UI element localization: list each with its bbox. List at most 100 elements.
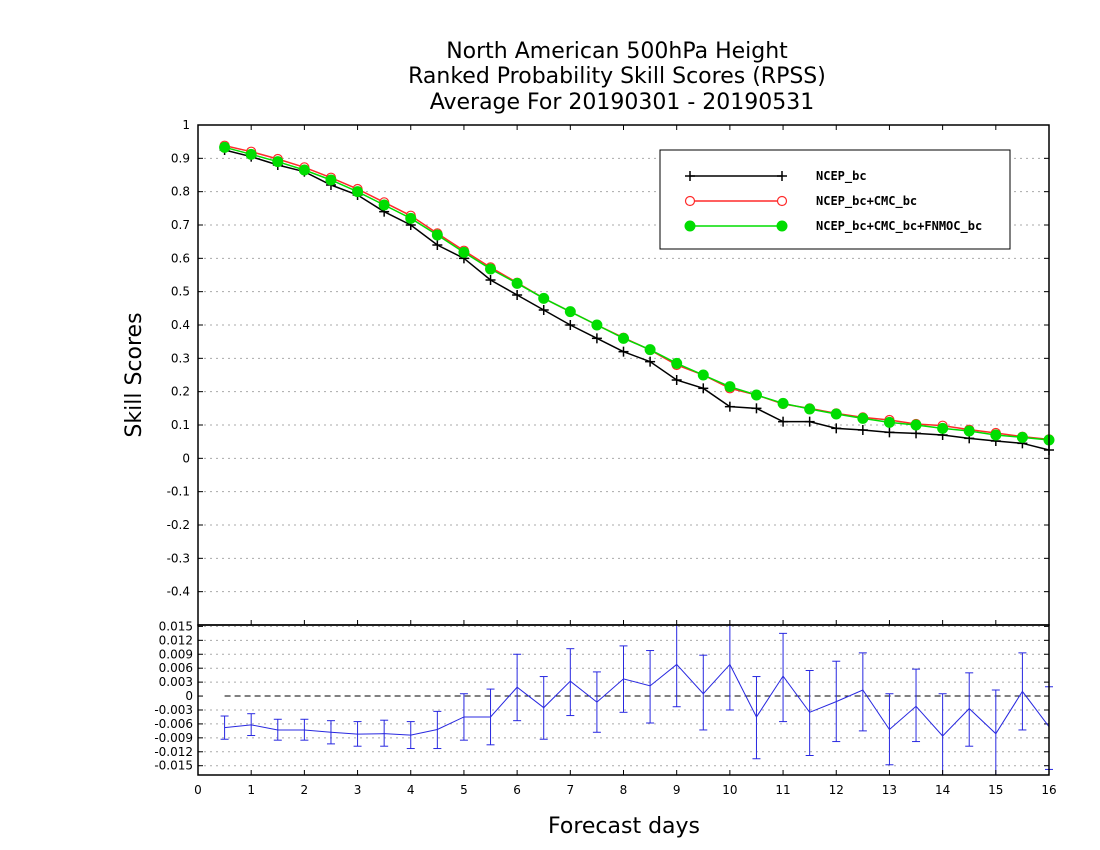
error-bar bbox=[832, 660, 841, 743]
error-bar bbox=[725, 625, 734, 711]
sub-y-tick-label: -0.015 bbox=[154, 759, 193, 773]
data-point-filled-circle bbox=[724, 381, 736, 393]
error-bar bbox=[300, 718, 309, 741]
main-y-tick-label: 0.3 bbox=[171, 351, 190, 365]
error-bar bbox=[592, 671, 601, 733]
sub-y-tick-label: 0.009 bbox=[159, 647, 193, 661]
error-bar bbox=[406, 721, 415, 750]
main-y-tick-labels: 1 0.9 0.8 0.7 0.6 0.5 0.4 0.3 0.2 0.1 0 -0.1 -0.2 -0.… bbox=[167, 118, 190, 599]
y-axis-title: Skill Scores bbox=[122, 312, 147, 437]
data-point-filled-circle bbox=[1016, 431, 1028, 443]
data-point-filled-circle bbox=[830, 408, 842, 420]
data-point-plus bbox=[565, 320, 576, 330]
data-point-filled-circle bbox=[990, 429, 1002, 441]
error-bar bbox=[938, 693, 947, 775]
data-point-filled-circle bbox=[564, 306, 576, 318]
data-point-filled-circle bbox=[245, 148, 257, 160]
error-bar bbox=[619, 645, 628, 713]
x-tick-label: 7 bbox=[566, 783, 574, 797]
difference-series bbox=[220, 625, 1053, 775]
main-y-tick-label: 0.2 bbox=[171, 385, 190, 399]
error-bar bbox=[486, 688, 495, 746]
error-bar bbox=[433, 710, 442, 750]
data-point-filled-circle bbox=[352, 186, 364, 198]
difference-panel-y-tick-labels: 0.0150.0120.0090.0060.0030-0.003-0.006-0… bbox=[154, 619, 193, 772]
main-y-tick-label: 0.5 bbox=[171, 285, 190, 299]
error-bar bbox=[326, 720, 335, 745]
error-bar bbox=[858, 652, 867, 732]
error-bar bbox=[566, 648, 575, 717]
sub-y-tick-label: -0.009 bbox=[154, 731, 193, 745]
error-bar bbox=[991, 689, 1000, 775]
legend-marker bbox=[684, 220, 696, 232]
x-tick-label: 16 bbox=[1041, 783, 1056, 797]
error-bar bbox=[1018, 652, 1027, 731]
sub-y-tick-label: 0.003 bbox=[159, 675, 193, 689]
data-point-plus bbox=[698, 383, 709, 394]
data-point-filled-circle bbox=[671, 357, 683, 369]
data-point-plus bbox=[857, 425, 868, 435]
x-tick-label: 12 bbox=[829, 783, 844, 797]
x-tick-label: 1 bbox=[247, 783, 255, 797]
main-y-tick-label: 0.9 bbox=[171, 151, 190, 165]
sub-y-tick-label: -0.006 bbox=[154, 717, 193, 731]
series-3 bbox=[219, 141, 1055, 446]
x-tick-label: 6 bbox=[513, 783, 521, 797]
data-point-plus bbox=[724, 401, 735, 412]
data-point-filled-circle bbox=[618, 332, 629, 344]
title-line-3: Average For 20190301 - 20190531 bbox=[430, 90, 815, 115]
sub-y-tick-label: -0.003 bbox=[154, 703, 193, 717]
main-y-tick-label: 0.7 bbox=[171, 218, 190, 232]
x-tick-label: 10 bbox=[722, 783, 737, 797]
x-tick-label: 14 bbox=[935, 783, 950, 797]
data-point-filled-circle bbox=[405, 212, 417, 224]
data-point-filled-circle bbox=[750, 389, 762, 401]
data-point-plus bbox=[884, 427, 895, 438]
error-bar bbox=[752, 676, 761, 760]
legend-item-2: NCEP_bc+CMC_bc bbox=[684, 194, 917, 209]
sub-y-tick-label: -0.012 bbox=[154, 745, 193, 759]
main-y-tick-label: -0.4 bbox=[167, 585, 190, 599]
error-bar bbox=[699, 654, 708, 731]
data-point-plus bbox=[538, 305, 549, 315]
data-point-plus bbox=[618, 346, 629, 357]
data-point-filled-circle bbox=[883, 416, 895, 428]
data-point-plus bbox=[591, 333, 602, 344]
x-tick-label: 0 bbox=[194, 783, 202, 797]
main-y-tick-label: 0.1 bbox=[171, 418, 190, 432]
data-point-filled-circle bbox=[458, 246, 470, 258]
data-point-plus bbox=[671, 375, 682, 385]
main-y-tick-label: 0.8 bbox=[171, 185, 190, 199]
main-y-tick-label: 1 bbox=[182, 118, 190, 132]
x-tick-label: 2 bbox=[301, 783, 309, 797]
x-tick-label: 4 bbox=[407, 783, 415, 797]
x-tick-label: 3 bbox=[354, 783, 362, 797]
main-y-tick-label: 0.4 bbox=[171, 318, 190, 332]
data-point-plus bbox=[778, 416, 789, 427]
error-bar bbox=[459, 693, 468, 741]
data-point-filled-circle bbox=[511, 277, 523, 289]
data-point-filled-circle bbox=[910, 419, 922, 431]
error-bar bbox=[779, 632, 788, 723]
main-y-tick-label: -0.3 bbox=[167, 551, 190, 565]
error-bar bbox=[380, 719, 389, 747]
error-bar bbox=[965, 672, 974, 747]
x-tick-label: 5 bbox=[460, 783, 468, 797]
data-point-filled-circle bbox=[219, 141, 231, 153]
error-bar bbox=[539, 676, 548, 740]
main-y-tick-label: -0.2 bbox=[167, 518, 190, 532]
title-line-2: Ranked Probability Skill Scores (RPSS) bbox=[408, 64, 826, 89]
difference-panel-grid bbox=[198, 625, 1049, 767]
data-point-plus bbox=[645, 356, 656, 367]
data-point-filled-circle bbox=[644, 344, 656, 356]
main-y-tick-label: 0 bbox=[182, 451, 190, 465]
main-y-tick-label: -0.1 bbox=[167, 485, 190, 499]
difference-panel-series bbox=[220, 625, 1053, 775]
error-bar bbox=[513, 653, 522, 722]
error-bar bbox=[672, 625, 681, 708]
x-tick-label: 9 bbox=[673, 783, 681, 797]
legend-item-3: NCEP_bc+CMC_bc+FNMOC_bc bbox=[684, 219, 982, 234]
title-line-1: North American 500hPa Height bbox=[446, 39, 788, 64]
error-bar bbox=[912, 668, 921, 743]
